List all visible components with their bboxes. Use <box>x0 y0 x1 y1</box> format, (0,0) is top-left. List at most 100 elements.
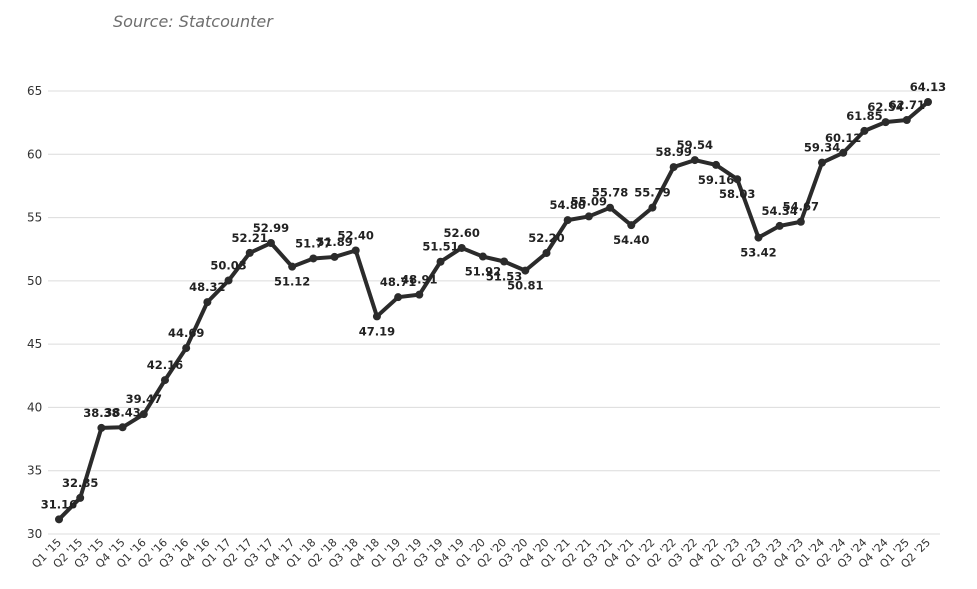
data-label: 48.91 <box>401 273 437 287</box>
data-point <box>330 252 339 261</box>
data-label: 52.20 <box>528 231 564 245</box>
data-point <box>796 217 805 226</box>
data-label: 48.71 <box>380 275 416 289</box>
source-note: Source: Statcounter <box>113 12 273 31</box>
data-point <box>902 115 911 124</box>
data-label: 55.79 <box>634 186 670 200</box>
data-label: 50.03 <box>210 258 246 272</box>
data-label: 59.54 <box>677 138 713 152</box>
data-point <box>203 298 212 307</box>
data-point <box>436 257 445 266</box>
data-label: 52.40 <box>338 228 374 242</box>
data-label: 50.81 <box>507 279 543 293</box>
data-label: 52.21 <box>232 231 268 245</box>
data-point <box>881 118 890 127</box>
data-point <box>584 212 593 221</box>
data-point <box>266 239 275 248</box>
data-label: 53.42 <box>740 246 776 260</box>
data-label: 51.12 <box>274 275 310 289</box>
data-label: 51.53 <box>486 269 522 283</box>
data-point <box>76 493 85 502</box>
data-label: 38.43 <box>104 405 140 419</box>
data-point <box>478 252 487 261</box>
data-point <box>372 312 381 321</box>
data-label: 31.16 <box>41 497 77 511</box>
data-label: 55.78 <box>592 186 628 200</box>
data-point <box>818 158 827 167</box>
y-tick-label: 50 <box>27 274 42 288</box>
data-label: 59.16 <box>698 173 734 187</box>
data-point <box>500 257 509 266</box>
data-label: 64.13 <box>910 80 946 94</box>
y-tick-label: 60 <box>27 147 42 161</box>
data-points <box>55 98 932 524</box>
data-point <box>754 233 763 242</box>
data-label: 51.77 <box>295 236 331 250</box>
data-point <box>606 203 615 212</box>
data-label: 54.40 <box>613 233 649 247</box>
y-tick-label: 45 <box>27 337 42 351</box>
y-tick-label: 40 <box>27 400 42 414</box>
data-point <box>648 203 657 212</box>
data-label: 61.85 <box>846 109 882 123</box>
y-axis-ticks: 30 35 40 45 50 55 60 65 <box>27 84 42 541</box>
data-point <box>160 376 169 385</box>
y-tick-label: 65 <box>27 84 42 98</box>
data-label: 52.99 <box>253 221 289 235</box>
data-point <box>775 221 784 230</box>
data-point <box>245 248 254 257</box>
data-point <box>542 249 551 258</box>
data-point <box>669 163 678 172</box>
data-label: 58.03 <box>719 187 755 201</box>
data-point <box>924 98 932 107</box>
data-label: 51.92 <box>465 265 501 279</box>
data-point <box>457 243 466 252</box>
data-label: 54.67 <box>783 200 819 214</box>
data-point <box>860 126 869 135</box>
data-label: 59.34 <box>804 141 840 155</box>
data-label: 32.85 <box>62 476 98 490</box>
data-label: 38.38 <box>83 406 119 420</box>
data-point <box>733 175 742 184</box>
data-point <box>97 423 106 432</box>
data-point <box>394 293 403 302</box>
y-tick-label: 55 <box>27 211 42 225</box>
data-label: 54.80 <box>549 198 585 212</box>
data-label: 62.54 <box>867 100 903 114</box>
data-point <box>118 423 127 432</box>
data-point <box>563 216 572 225</box>
data-label: 52.60 <box>444 226 480 240</box>
data-point <box>182 344 191 353</box>
data-label: 51.89 <box>316 235 352 249</box>
data-point <box>224 276 233 285</box>
data-label: 42.16 <box>147 358 183 372</box>
data-label: 54.34 <box>761 204 797 218</box>
data-point <box>690 156 699 165</box>
y-tick-label: 35 <box>27 464 42 478</box>
data-point <box>351 246 360 255</box>
data-point <box>139 410 148 419</box>
series-polyline <box>57 100 930 522</box>
data-label: 58.99 <box>655 145 691 159</box>
data-label: 48.32 <box>189 280 225 294</box>
data-label: 39.47 <box>126 392 162 406</box>
data-point <box>627 221 636 230</box>
data-point <box>521 266 530 275</box>
data-point <box>309 254 318 263</box>
data-label: 47.19 <box>359 324 395 338</box>
y-tick-label: 30 <box>27 527 42 541</box>
data-point <box>55 515 63 524</box>
data-label: 51.51 <box>422 240 458 254</box>
data-label: 60.12 <box>825 131 861 145</box>
data-point <box>712 160 721 169</box>
data-point <box>415 290 424 299</box>
data-label: 55.09 <box>571 194 607 208</box>
data-point <box>288 262 297 271</box>
gridlines <box>48 90 940 535</box>
data-point <box>839 148 848 157</box>
data-label: 62.71 <box>889 98 925 112</box>
series-line <box>57 100 930 522</box>
